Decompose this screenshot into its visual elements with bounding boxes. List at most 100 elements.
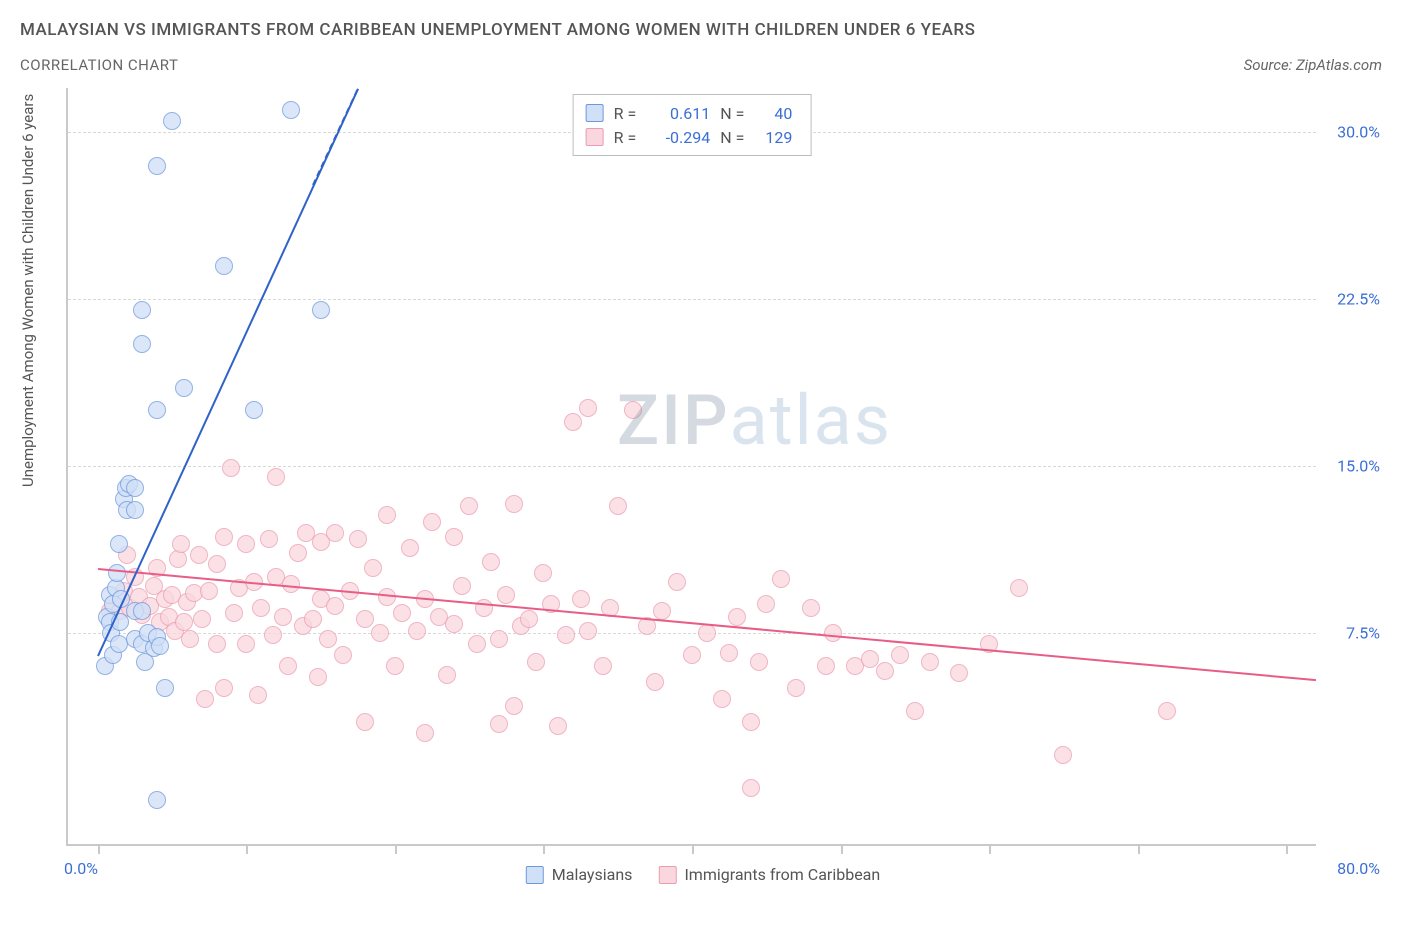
- y-tick-label: 22.5%: [1337, 290, 1380, 309]
- point-a: [148, 157, 166, 175]
- point-b: [175, 613, 193, 631]
- point-b: [468, 635, 486, 653]
- point-b: [572, 590, 590, 608]
- point-b: [891, 646, 909, 664]
- stats-box: R = 0.611 N = 40 R = -0.294 N = 129: [573, 94, 812, 156]
- gridline: [68, 466, 1316, 467]
- point-b: [594, 657, 612, 675]
- point-b: [505, 697, 523, 715]
- point-b: [356, 713, 374, 731]
- point-b: [921, 653, 939, 671]
- point-b: [549, 717, 567, 735]
- point-b: [196, 690, 214, 708]
- point-b: [326, 524, 344, 542]
- point-b: [520, 610, 538, 628]
- swatch-b-icon: [586, 128, 604, 146]
- point-a: [148, 791, 166, 809]
- point-b: [1010, 579, 1028, 597]
- point-b: [260, 530, 278, 548]
- point-b: [289, 544, 307, 562]
- point-a: [175, 379, 193, 397]
- point-b: [378, 506, 396, 524]
- legend-swatch-a-icon: [526, 866, 544, 884]
- point-b: [309, 668, 327, 686]
- point-a: [126, 501, 144, 519]
- point-b: [215, 679, 233, 697]
- point-b: [237, 535, 255, 553]
- stats-row-a: R = 0.611 N = 40: [586, 101, 793, 125]
- point-b: [393, 604, 411, 622]
- point-b: [609, 497, 627, 515]
- point-b: [505, 495, 523, 513]
- point-b: [190, 546, 208, 564]
- watermark: ZIPatlas: [617, 380, 892, 462]
- stats-row-b: R = -0.294 N = 129: [586, 125, 793, 149]
- chart-subtitle: CORRELATION CHART: [20, 56, 178, 74]
- point-b: [237, 635, 255, 653]
- point-b: [356, 610, 374, 628]
- point-b: [824, 624, 842, 642]
- point-b: [653, 602, 671, 620]
- point-b: [264, 626, 282, 644]
- x-tick: [989, 844, 991, 854]
- x-axis-start-label: 0.0%: [64, 859, 98, 878]
- point-b: [683, 646, 701, 664]
- point-b: [252, 599, 270, 617]
- point-b: [482, 553, 500, 571]
- x-axis-end-label: 80.0%: [1337, 859, 1380, 878]
- point-b: [579, 622, 597, 640]
- plot-area: ZIPatlas R = 0.611 N = 40 R = -0.294 N =…: [66, 88, 1316, 846]
- point-a: [108, 564, 126, 582]
- point-b: [802, 599, 820, 617]
- point-b: [460, 497, 478, 515]
- point-b: [416, 724, 434, 742]
- point-b: [713, 690, 731, 708]
- point-a: [151, 637, 169, 655]
- watermark-p2: atlas: [730, 380, 892, 462]
- point-b: [274, 608, 292, 626]
- stats-a-r-label: R =: [614, 104, 637, 123]
- point-a: [312, 301, 330, 319]
- point-b: [304, 610, 322, 628]
- point-a: [133, 335, 151, 353]
- stats-a-n-label: N =: [720, 104, 744, 123]
- point-b: [200, 582, 218, 600]
- point-b: [364, 559, 382, 577]
- point-b: [1158, 702, 1176, 720]
- legend-label-b: Immigrants from Caribbean: [684, 865, 880, 884]
- point-b: [193, 610, 211, 628]
- point-b: [668, 573, 686, 591]
- point-b: [698, 624, 716, 642]
- point-b: [646, 673, 664, 691]
- point-b: [757, 595, 775, 613]
- point-a: [110, 535, 128, 553]
- point-b: [334, 646, 352, 664]
- point-b: [950, 664, 968, 682]
- point-b: [282, 575, 300, 593]
- gridline: [68, 299, 1316, 300]
- point-b: [401, 539, 419, 557]
- x-tick: [1286, 844, 1288, 854]
- y-tick-label: 7.5%: [1346, 623, 1380, 642]
- point-b: [169, 550, 187, 568]
- point-b: [319, 630, 337, 648]
- y-tick-label: 30.0%: [1337, 123, 1380, 142]
- point-b: [438, 666, 456, 684]
- point-b: [215, 528, 233, 546]
- legend-swatch-b-icon: [658, 866, 676, 884]
- swatch-a-icon: [586, 104, 604, 122]
- point-b: [1054, 746, 1072, 764]
- point-b: [208, 635, 226, 653]
- point-b: [579, 399, 597, 417]
- point-b: [876, 662, 894, 680]
- legend: Malaysians Immigrants from Caribbean: [526, 865, 880, 884]
- x-tick: [841, 844, 843, 854]
- point-a: [282, 101, 300, 119]
- point-a: [215, 257, 233, 275]
- point-b: [371, 624, 389, 642]
- point-a: [126, 479, 144, 497]
- legend-item-b: Immigrants from Caribbean: [658, 865, 880, 884]
- point-b: [172, 535, 190, 553]
- stats-b-n-label: N =: [720, 128, 744, 147]
- y-axis-label: Unemployment Among Women with Children U…: [19, 94, 37, 487]
